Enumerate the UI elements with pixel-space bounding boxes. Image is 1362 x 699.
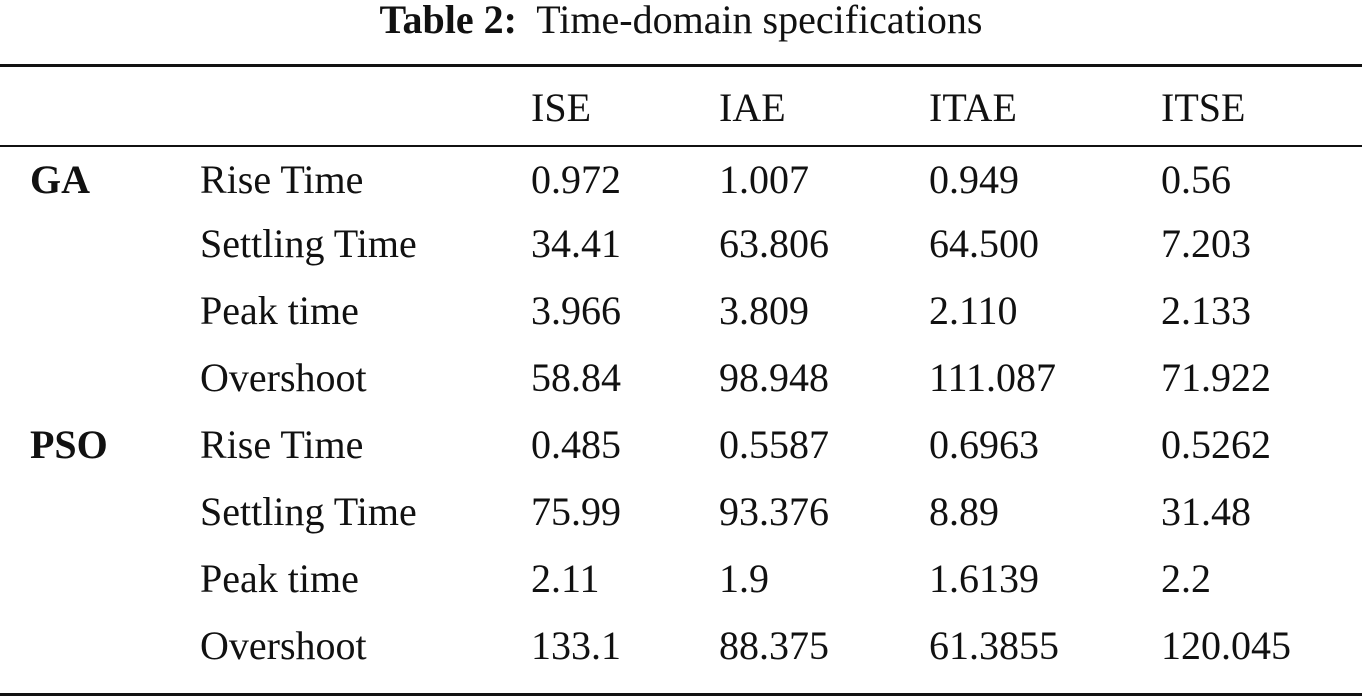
header-cell: [0, 71, 200, 143]
value-cell: 0.485: [531, 422, 621, 467]
table-row: Settling Time 34.41 63.806 64.500 7.203: [0, 210, 1362, 277]
metric-label: Rise Time: [200, 157, 364, 202]
value-cell: 2.2: [1161, 556, 1211, 601]
metric-label: Settling Time: [200, 221, 417, 266]
group-label: PSO: [30, 422, 108, 467]
table-row: Settling Time 75.99 93.376 8.89 31.48: [0, 478, 1362, 545]
metric-label: Overshoot: [200, 355, 367, 400]
value-cell: 93.376: [719, 489, 829, 534]
caption-text: Time-domain specifications: [536, 0, 983, 42]
table-row: Peak time 3.966 3.809 2.110 2.133: [0, 277, 1362, 344]
bottom-rule: [0, 693, 1362, 696]
group-label: [0, 612, 200, 679]
table-row: GA Rise Time 0.972 1.007 0.949 0.56: [0, 143, 1362, 210]
value-cell: 0.6963: [929, 422, 1039, 467]
value-cell: 64.500: [929, 221, 1039, 266]
group-label: [0, 277, 200, 344]
value-cell: 63.806: [719, 221, 829, 266]
value-cell: 2.133: [1161, 288, 1251, 333]
value-cell: 2.110: [929, 288, 1018, 333]
specifications-table: ISE IAE ITAE ITSE GA Rise Time 0.972 1.0…: [0, 71, 1362, 679]
metric-label: Peak time: [200, 556, 359, 601]
table-row: Overshoot 133.1 88.375 61.3855 120.045: [0, 612, 1362, 679]
header-cell: [200, 71, 531, 143]
value-cell: 88.375: [719, 623, 829, 668]
value-cell: 7.203: [1161, 221, 1251, 266]
value-cell: 58.84: [531, 355, 621, 400]
value-cell: 0.5262: [1161, 422, 1271, 467]
metric-label: Peak time: [200, 288, 359, 333]
value-cell: 1.6139: [929, 556, 1039, 601]
table-caption: Table 2: Time-domain specifications: [0, 0, 1362, 50]
metric-label: Rise Time: [200, 422, 364, 467]
value-cell: 1.007: [719, 157, 809, 202]
header-cell-ise: ISE: [531, 84, 591, 130]
value-cell: 133.1: [531, 623, 621, 668]
value-cell: 75.99: [531, 489, 621, 534]
value-cell: 71.922: [1161, 355, 1271, 400]
group-label: [0, 210, 200, 277]
metric-label: Settling Time: [200, 489, 417, 534]
value-cell: 8.89: [929, 489, 999, 534]
table-row: Peak time 2.11 1.9 1.6139 2.2: [0, 545, 1362, 612]
value-cell: 2.11: [531, 556, 600, 601]
group-label: [0, 545, 200, 612]
value-cell: 0.972: [531, 157, 621, 202]
value-cell: 98.948: [719, 355, 829, 400]
value-cell: 111.087: [929, 355, 1057, 400]
value-cell: 3.809: [719, 288, 809, 333]
value-cell: 0.5587: [719, 422, 829, 467]
value-cell: 34.41: [531, 221, 621, 266]
value-cell: 120.045: [1161, 623, 1291, 668]
group-label: [0, 478, 200, 545]
metric-label: Overshoot: [200, 623, 367, 668]
header-cell-iae: IAE: [719, 84, 786, 130]
value-cell: 61.3855: [929, 623, 1059, 668]
value-cell: 0.56: [1161, 157, 1231, 202]
group-label: GA: [30, 157, 90, 202]
header-cell-itae: ITAE: [929, 84, 1017, 130]
header-cell-itse: ITSE: [1161, 84, 1246, 130]
table-row: Overshoot 58.84 98.948 111.087 71.922: [0, 344, 1362, 411]
group-label: [0, 344, 200, 411]
value-cell: 0.949: [929, 157, 1019, 202]
table-row: PSO Rise Time 0.485 0.5587 0.6963 0.5262: [0, 411, 1362, 478]
value-cell: 1.9: [719, 556, 769, 601]
header-rule: [0, 145, 1362, 147]
caption-label: Table 2:: [379, 0, 517, 42]
header-row: ISE IAE ITAE ITSE: [0, 71, 1362, 143]
value-cell: 3.966: [531, 288, 621, 333]
top-rule: [0, 64, 1362, 67]
value-cell: 31.48: [1161, 489, 1251, 534]
